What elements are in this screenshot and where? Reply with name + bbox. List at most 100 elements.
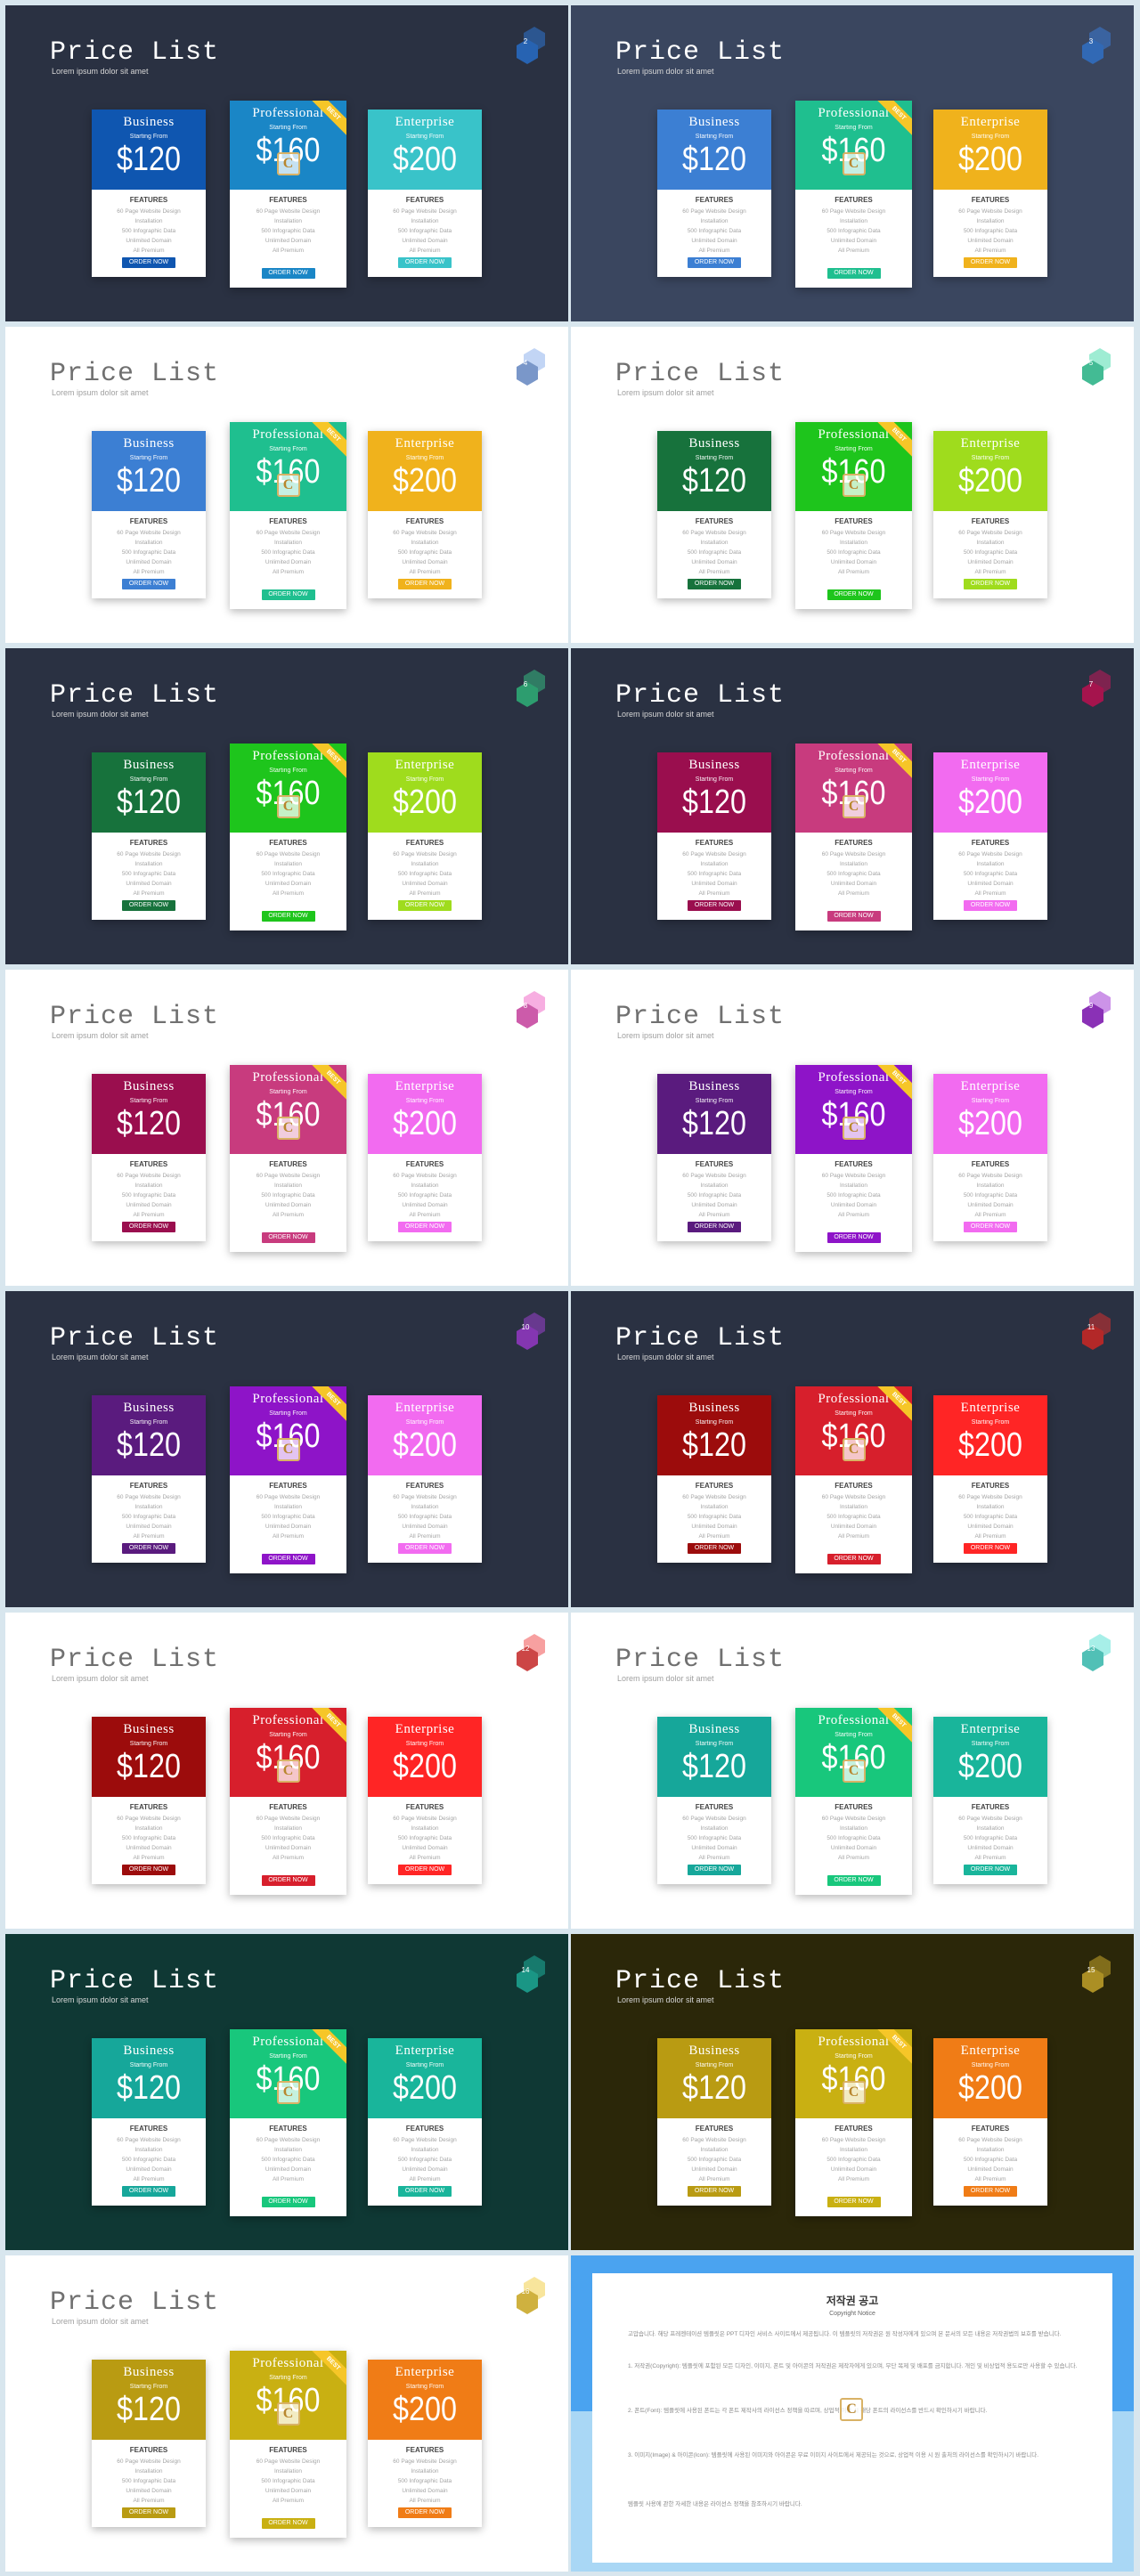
hexagon-badge-icon <box>509 21 550 66</box>
plan-price: $200 <box>393 784 457 821</box>
hexagon-badge-icon <box>509 1629 550 1673</box>
order-now-button[interactable]: ORDER NOW <box>122 900 175 911</box>
plan-name: Business <box>123 1401 175 1415</box>
order-now-button[interactable]: ORDER NOW <box>688 2186 741 2197</box>
order-now-button[interactable]: ORDER NOW <box>398 1222 452 1232</box>
order-now-button[interactable]: ORDER NOW <box>398 2186 452 2197</box>
order-now-button[interactable]: ORDER NOW <box>122 1222 175 1232</box>
slide-number: 10 <box>521 1323 530 1331</box>
order-now-button[interactable]: ORDER NOW <box>688 900 741 911</box>
order-now-button[interactable]: ORDER NOW <box>826 911 881 922</box>
card-header: Business Starting From $120 <box>92 1074 206 1154</box>
starting-from-label: Starting From <box>971 776 1010 783</box>
order-now-button[interactable]: ORDER NOW <box>122 579 175 589</box>
plan-name: Professional <box>818 749 890 763</box>
order-now-button[interactable]: ORDER NOW <box>261 589 315 600</box>
feature-line: Unlimited Domain <box>830 1524 877 1530</box>
order-now-button[interactable]: ORDER NOW <box>261 911 315 922</box>
order-now-button[interactable]: ORDER NOW <box>964 257 1017 268</box>
order-now-button[interactable]: ORDER NOW <box>398 579 452 589</box>
order-now-button[interactable]: ORDER NOW <box>122 1543 175 1554</box>
order-now-button[interactable]: ORDER NOW <box>826 1554 881 1564</box>
order-now-button[interactable]: ORDER NOW <box>261 1554 315 1564</box>
order-now-button[interactable]: ORDER NOW <box>688 257 741 268</box>
order-now-button[interactable]: ORDER NOW <box>261 2518 315 2529</box>
feature-line: 60 Page Website Design <box>682 530 746 536</box>
slide-number: 8 <box>523 1002 528 1010</box>
order-now-button[interactable]: ORDER NOW <box>688 579 741 589</box>
starting-from-label: Starting From <box>695 134 734 140</box>
starting-from-label: Starting From <box>405 1098 444 1104</box>
hexagon-badge-icon <box>509 986 550 1030</box>
order-now-button[interactable]: ORDER NOW <box>826 268 881 279</box>
order-now-button[interactable]: ORDER NOW <box>122 2507 175 2518</box>
order-now-button[interactable]: ORDER NOW <box>826 1875 881 1886</box>
order-now-button[interactable]: ORDER NOW <box>261 1875 315 1886</box>
plan-price: $200 <box>958 1426 1022 1464</box>
slide-number: 5 <box>1088 359 1094 367</box>
slide-subtitle: Lorem ipsum dolor sit amet <box>617 1353 714 1361</box>
feature-line: All Premium <box>974 1533 1006 1540</box>
order-now-button[interactable]: ORDER NOW <box>398 1543 452 1554</box>
price-slide: Price List Lorem ipsum dolor sit amet 16 Bu… <box>5 2255 568 2572</box>
order-now-button[interactable]: ORDER NOW <box>964 1865 1017 1875</box>
plan-name: Business <box>688 1401 740 1415</box>
order-now-button[interactable]: ORDER NOW <box>398 900 452 911</box>
features-heading: FEATURES <box>269 1482 307 1490</box>
slide-title: Price List <box>615 359 786 389</box>
starting-from-label: Starting From <box>835 768 873 774</box>
plan-name: Professional <box>818 2035 890 2049</box>
features-heading: FEATURES <box>835 196 873 204</box>
feature-line: All Premium <box>837 569 870 575</box>
slide-title: Price List <box>50 359 220 389</box>
features-heading: FEATURES <box>405 839 444 847</box>
order-now-button[interactable]: ORDER NOW <box>688 1543 741 1554</box>
order-now-button[interactable]: ORDER NOW <box>826 589 881 600</box>
feature-line: Unlimited Domain <box>265 2166 312 2173</box>
slide-number: 3 <box>1088 37 1094 45</box>
order-now-button[interactable]: ORDER NOW <box>964 2186 1017 2197</box>
feature-line: 60 Page Website Design <box>821 208 886 215</box>
price-slide: Price List Lorem ipsum dolor sit amet 6 Bus… <box>5 648 568 964</box>
feature-line: 60 Page Website Design <box>393 2458 457 2465</box>
feature-line: Unlimited Domain <box>830 1845 877 1851</box>
order-now-button[interactable]: ORDER NOW <box>122 2186 175 2197</box>
order-now-button[interactable]: ORDER NOW <box>964 579 1017 589</box>
order-now-button[interactable]: ORDER NOW <box>826 2197 881 2207</box>
starting-from-label: Starting From <box>971 134 1010 140</box>
card-header: Enterprise Starting From $200 <box>368 1395 482 1475</box>
slide-number: 11 <box>1087 1323 1095 1331</box>
card-header: Enterprise Starting From $200 <box>368 1717 482 1797</box>
order-now-button[interactable]: ORDER NOW <box>122 257 175 268</box>
order-now-button[interactable]: ORDER NOW <box>964 1222 1017 1232</box>
order-now-button[interactable]: ORDER NOW <box>688 1222 741 1232</box>
feature-line: Installation <box>700 218 729 224</box>
starting-from-label: Starting From <box>835 1410 873 1417</box>
order-now-button[interactable]: ORDER NOW <box>964 1543 1017 1554</box>
feature-line: All Premium <box>837 248 870 254</box>
order-now-button[interactable]: ORDER NOW <box>261 268 315 279</box>
order-now-button[interactable]: ORDER NOW <box>398 257 452 268</box>
feature-line: All Premium <box>133 569 165 575</box>
order-now-button[interactable]: ORDER NOW <box>688 1865 741 1875</box>
slide-title: Price List <box>50 1966 220 1996</box>
feature-line: 60 Page Website Design <box>682 1494 746 1500</box>
order-now-button[interactable]: ORDER NOW <box>122 1865 175 1875</box>
feature-line: Installation <box>700 2147 729 2153</box>
pricing-card-enterprise: Enterprise Starting From $200 FEATURES 60 Pa… <box>933 1717 1047 1884</box>
feature-line: Installation <box>976 540 1005 546</box>
feature-line: All Premium <box>698 1855 730 1861</box>
order-now-button[interactable]: ORDER NOW <box>398 1865 452 1875</box>
order-now-button[interactable]: ORDER NOW <box>398 2507 452 2518</box>
features-heading: FEATURES <box>835 1803 873 1811</box>
plan-price: $120 <box>682 462 746 500</box>
order-now-button[interactable]: ORDER NOW <box>261 1232 315 1243</box>
order-now-button[interactable]: ORDER NOW <box>826 1232 881 1243</box>
order-now-button[interactable]: ORDER NOW <box>261 2197 315 2207</box>
feature-line: Unlimited Domain <box>126 238 172 244</box>
order-now-button[interactable]: ORDER NOW <box>964 900 1017 911</box>
feature-line: 500 Infographic Data <box>397 2157 452 2163</box>
feature-line: All Premium <box>272 2498 305 2504</box>
feature-line: Unlimited Domain <box>402 2166 448 2173</box>
features-heading: FEATURES <box>695 517 734 525</box>
